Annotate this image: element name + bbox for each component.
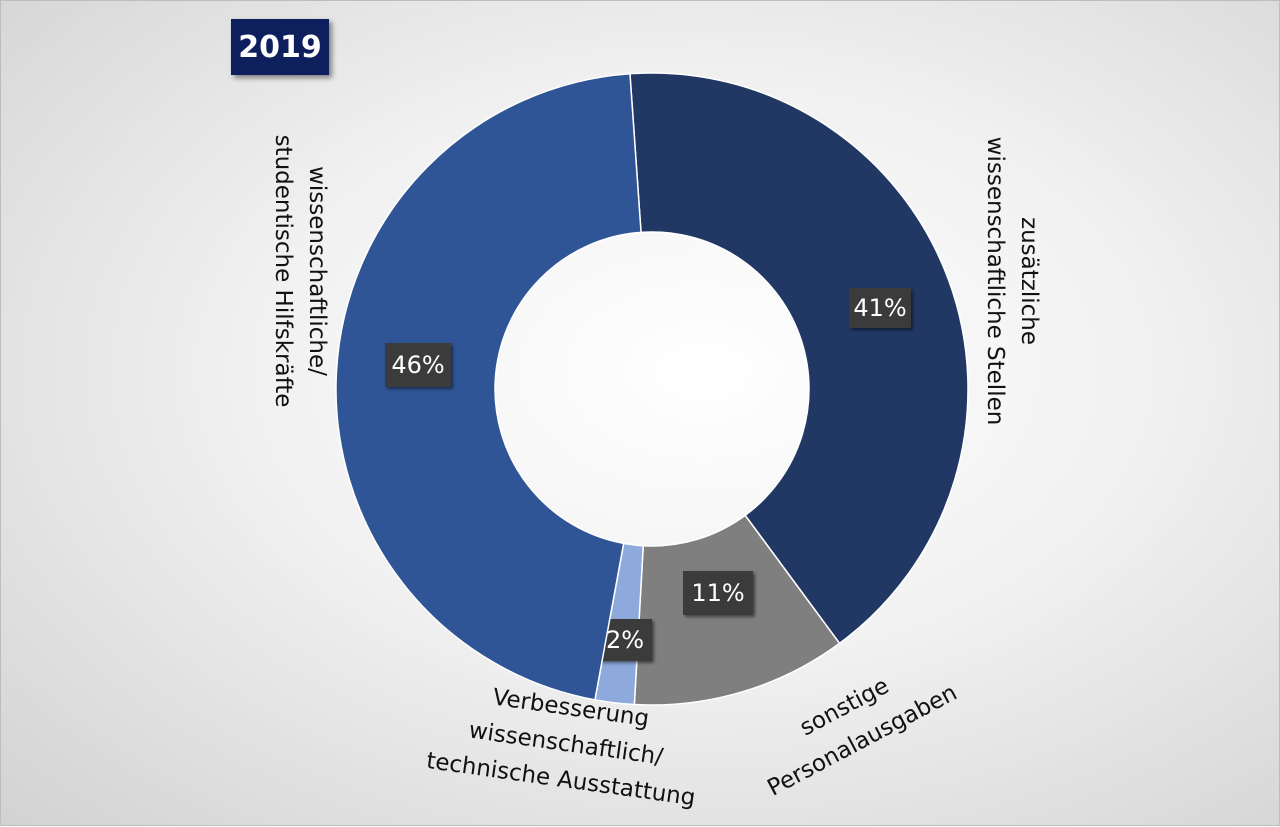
- value-label-box: [385, 343, 451, 387]
- donut-slice-zusaetzliche: [629, 72, 969, 645]
- category-label-hilfskraefte: wissenschaftliche/studentische Hilfskräf…: [270, 135, 330, 408]
- year-badge: 2019: [231, 19, 329, 75]
- value-label-text: 46%: [391, 351, 444, 379]
- value-label-text: 2%: [606, 626, 644, 654]
- category-label-line: zusätzliche: [1016, 217, 1042, 345]
- category-label-line: studentische Hilfskräfte: [270, 135, 296, 408]
- value-label-zusaetzliche: 41%: [849, 288, 911, 328]
- value-label-text: 41%: [853, 294, 906, 322]
- value-label-hilfskraefte: 46%: [385, 343, 451, 387]
- donut-slice-hilfskraefte: [335, 72, 642, 701]
- value-label-sonstige: 11%: [683, 571, 753, 615]
- category-label-zusaetzliche: zusätzliche wissenschaftliche Stellen: [982, 137, 1042, 426]
- value-label-box: [849, 288, 911, 328]
- value-label-text: 11%: [691, 579, 744, 607]
- value-label-box: [683, 571, 753, 615]
- category-label-line: wissenschaftliche Stellen: [982, 137, 1008, 426]
- category-label-line: wissenschaftliche/: [304, 166, 330, 376]
